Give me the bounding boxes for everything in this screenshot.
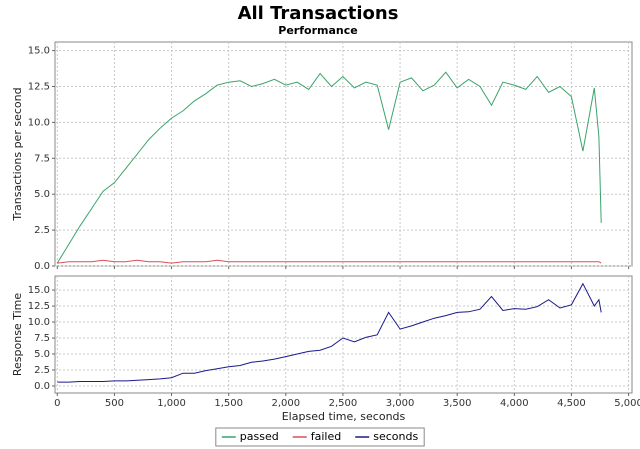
x-tick-label: 5,000 [614, 398, 640, 409]
chart-title: All Transactions [238, 3, 399, 24]
series-line [57, 259, 602, 264]
legend: passed failed seconds [215, 427, 425, 447]
x-tick-label: 4,000 [500, 398, 529, 409]
x-tick-label: 4,500 [557, 398, 586, 409]
y-tick-label: 15.0 [28, 285, 50, 296]
y-tick-label: 0.0 [34, 261, 50, 272]
y-tick-label: 0.0 [34, 381, 50, 392]
y-tick-label: 2.5 [34, 225, 50, 236]
x-tick-label: 0 [54, 398, 60, 409]
y-tick-label: 7.5 [34, 153, 50, 164]
plot-area [54, 275, 633, 394]
y-tick-label: 5.0 [34, 349, 50, 360]
y-axis-label: Response Time [11, 293, 24, 376]
legend-box [215, 427, 425, 447]
y-tick-label: 7.5 [34, 333, 50, 344]
legend-label: failed [311, 430, 341, 443]
x-tick-label: 2,500 [329, 398, 358, 409]
x-tick-label: 1,500 [214, 398, 243, 409]
y-tick-label: 15.0 [28, 46, 50, 57]
y-tick-label: 5.0 [34, 189, 50, 200]
x-tick-label: 1,000 [157, 398, 186, 409]
legend-label: seconds [373, 430, 418, 443]
y-tick-label: 12.5 [28, 82, 50, 93]
legend-label: passed [240, 430, 279, 443]
x-tick-label: 2,000 [271, 398, 300, 409]
plot-area [54, 41, 633, 267]
chart-subtitle: Performance [278, 24, 357, 37]
y-tick-label: 2.5 [34, 365, 50, 376]
x-tick-label: 3,000 [386, 398, 415, 409]
series-line [56, 71, 602, 264]
y-axis-label: Transactions per second [11, 87, 24, 221]
y-tick-label: 10.0 [28, 317, 50, 328]
y-tick-label: 12.5 [28, 301, 50, 312]
y-tick-label: 10.0 [28, 117, 50, 128]
x-tick-label: 500 [105, 398, 124, 409]
x-axis-label: Elapsed time, seconds [282, 410, 406, 423]
series-line [57, 282, 602, 383]
x-tick-label: 3,500 [443, 398, 472, 409]
